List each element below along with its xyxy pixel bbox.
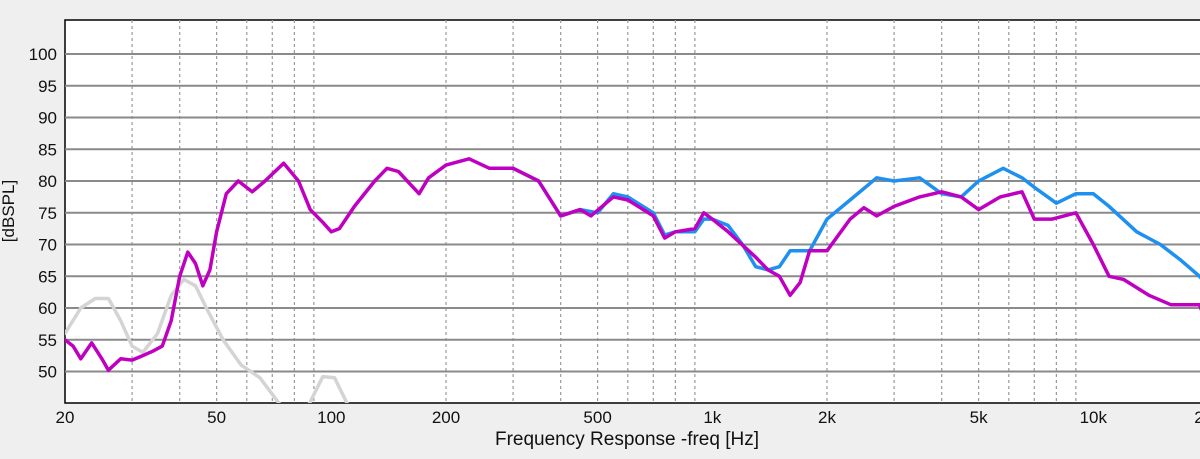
y-tick-label: 60 xyxy=(38,299,57,318)
series-line-gray xyxy=(65,277,281,403)
y-tick-label: 55 xyxy=(38,331,57,350)
series-line-blue xyxy=(511,166,1200,280)
y-tick-label: 95 xyxy=(38,77,57,96)
x-tick-label: 50 xyxy=(207,408,226,427)
y-tick-label: 70 xyxy=(38,236,57,255)
y-tick-label: 75 xyxy=(38,204,57,223)
y-tick-label: 90 xyxy=(38,109,57,128)
y-tick-label: 50 xyxy=(38,363,57,382)
x-tick-label: 2k xyxy=(818,408,836,427)
y-tick-label: 85 xyxy=(38,140,57,159)
x-axis-label: Frequency Response -freq [Hz] xyxy=(495,429,759,450)
x-tick-label: 10k xyxy=(1080,408,1108,427)
x-tick-label: 20k xyxy=(1194,408,1200,427)
y-tick-label: 100 xyxy=(29,45,57,64)
y-axis-ticks: 50 55 60 65 70 75 80 85 90 95 100 xyxy=(29,45,57,382)
y-tick-label: 80 xyxy=(38,172,57,191)
grid xyxy=(65,20,1200,403)
x-tick-label: 20 xyxy=(56,408,75,427)
series-group xyxy=(65,157,1200,403)
x-tick-label: 5k xyxy=(970,408,988,427)
series-line-magenta xyxy=(65,157,1200,372)
x-tick-label: 500 xyxy=(583,408,611,427)
x-tick-label: 200 xyxy=(432,408,460,427)
x-axis-ticks: 20 50 100 200 500 1k 2k 5k 10k 20k xyxy=(56,408,1200,427)
y-tick-label: 65 xyxy=(38,267,57,286)
x-tick-label: 1k xyxy=(703,408,721,427)
y-axis-label: [dBSPL] xyxy=(0,180,18,242)
x-tick-label: 100 xyxy=(317,408,345,427)
series-line-gray-2 xyxy=(307,374,349,403)
